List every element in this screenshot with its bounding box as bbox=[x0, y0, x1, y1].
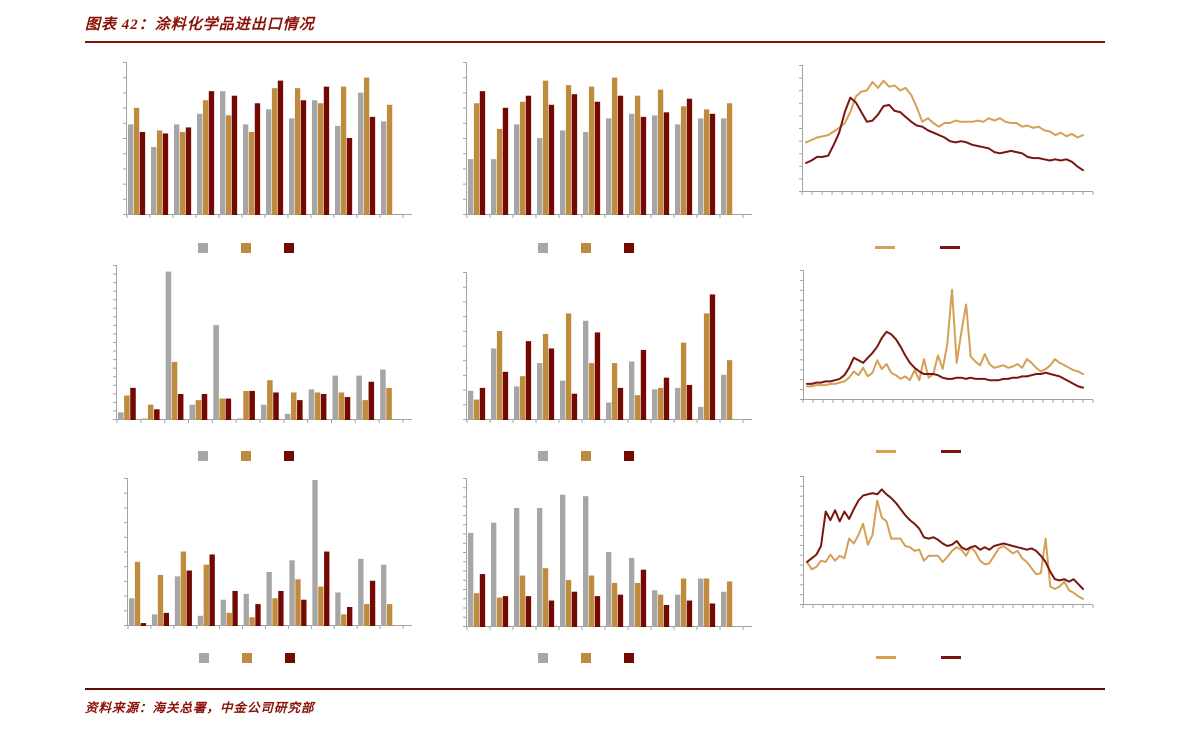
chart-legend bbox=[802, 242, 1093, 254]
line-chart-plot bbox=[799, 65, 1094, 195]
legend-swatch-tan-line bbox=[876, 656, 896, 659]
legend-swatch-gray bbox=[198, 243, 208, 253]
source-note: 资料来源：海关总署，中金公司研究部 bbox=[85, 701, 315, 715]
chart-legend bbox=[126, 243, 412, 255]
legend-swatch-gray bbox=[538, 243, 548, 253]
legend-swatch-tan-line bbox=[876, 450, 896, 453]
chart-legend bbox=[127, 653, 412, 665]
legend-swatch-tan bbox=[242, 653, 252, 663]
legend-swatch-tan-line bbox=[875, 246, 895, 249]
legend-swatch-gray bbox=[538, 653, 548, 663]
bar-chart-plot bbox=[463, 62, 752, 218]
chart-legend bbox=[803, 652, 1093, 664]
figure-title: 图表 42：涂料化学品进出口情况 bbox=[85, 17, 315, 33]
footer-rule bbox=[85, 688, 1105, 690]
legend-swatch-dark-red bbox=[624, 451, 634, 461]
legend-swatch-tan bbox=[241, 243, 251, 253]
title-rule bbox=[85, 41, 1105, 43]
legend-swatch-dark-red bbox=[284, 451, 294, 461]
line-chart-plot bbox=[800, 476, 1094, 608]
legend-swatch-dark-red-line bbox=[941, 450, 961, 453]
legend-swatch-dark-red bbox=[284, 243, 294, 253]
legend-swatch-tan bbox=[581, 653, 591, 663]
chart-legend bbox=[126, 451, 412, 463]
chart-legend bbox=[466, 243, 752, 255]
legend-swatch-gray bbox=[198, 451, 208, 461]
bar-chart-canvas bbox=[123, 62, 412, 218]
bar-chart-canvas bbox=[113, 265, 412, 423]
bar-chart-canvas bbox=[463, 62, 752, 218]
legend-swatch-dark-red bbox=[285, 653, 295, 663]
line-chart-canvas bbox=[799, 65, 1094, 195]
bar-chart-plot bbox=[124, 478, 412, 629]
bar-chart-plot bbox=[113, 265, 412, 423]
bar-chart-plot bbox=[123, 62, 412, 218]
bar-chart-plot bbox=[463, 272, 752, 423]
legend-swatch-tan bbox=[581, 243, 591, 253]
legend-swatch-dark-red bbox=[624, 243, 634, 253]
legend-swatch-gray bbox=[199, 653, 209, 663]
legend-swatch-dark-red-line bbox=[940, 246, 960, 249]
line-chart-canvas bbox=[800, 476, 1094, 608]
line-chart-canvas bbox=[800, 270, 1094, 403]
legend-swatch-gray bbox=[538, 451, 548, 461]
chart-legend bbox=[466, 653, 752, 665]
legend-swatch-tan bbox=[241, 451, 251, 461]
legend-swatch-dark-red bbox=[624, 653, 634, 663]
bar-chart-canvas bbox=[463, 478, 752, 630]
line-chart-plot bbox=[800, 270, 1094, 403]
legend-swatch-dark-red-line bbox=[941, 656, 961, 659]
bar-chart-plot bbox=[463, 478, 752, 630]
legend-swatch-tan bbox=[581, 451, 591, 461]
bar-chart-canvas bbox=[124, 478, 412, 629]
chart-legend bbox=[466, 451, 752, 463]
bar-chart-canvas bbox=[463, 272, 752, 423]
chart-legend bbox=[803, 446, 1093, 458]
